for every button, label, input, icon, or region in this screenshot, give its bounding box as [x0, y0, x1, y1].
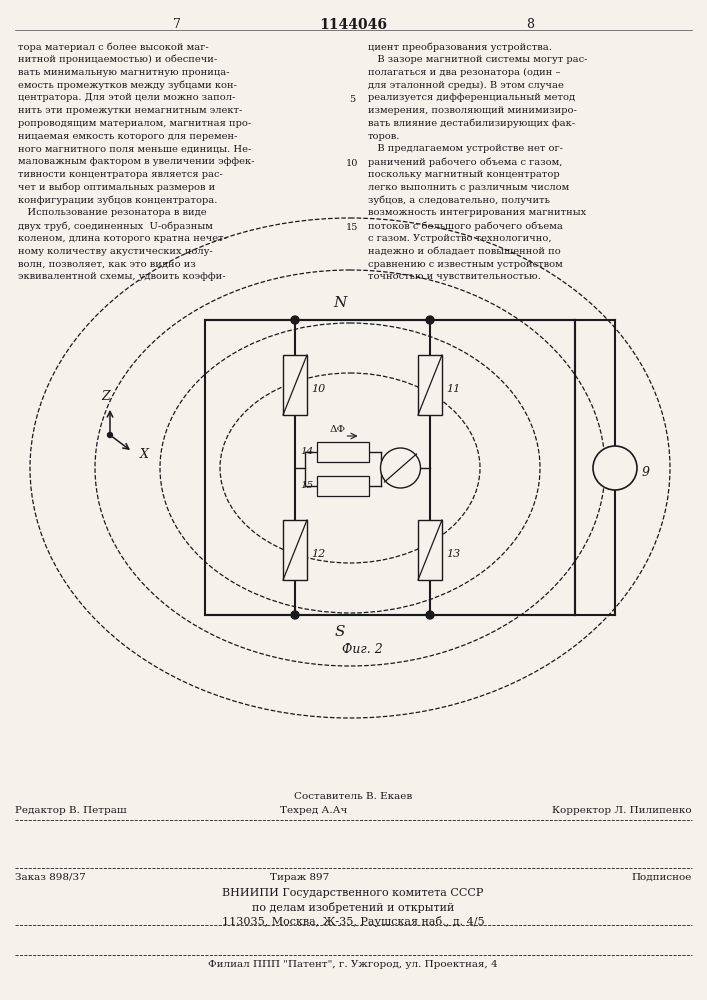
Text: 9: 9	[642, 466, 650, 479]
Text: ВНИИПИ Государственного комитета СССР: ВНИИПИ Государственного комитета СССР	[222, 888, 484, 898]
Bar	[418, 520, 442, 580]
Text: сравнению с известным устройством: сравнению с известным устройством	[368, 260, 563, 269]
Text: 113035, Москва, Ж-35, Раушская наб., д. 4/5: 113035, Москва, Ж-35, Раушская наб., д. …	[222, 916, 484, 927]
Text: вать минимальную магнитную проница-: вать минимальную магнитную проница-	[18, 68, 230, 77]
Text: раничений рабочего объема с газом,: раничений рабочего объема с газом,	[368, 157, 562, 167]
Text: Техред А.Ач: Техред А.Ач	[280, 806, 347, 815]
Circle shape	[291, 611, 299, 619]
Text: N: N	[333, 296, 346, 310]
Circle shape	[593, 446, 637, 490]
Text: нить эти промежутки немагнитным элект-: нить эти промежутки немагнитным элект-	[18, 106, 243, 115]
Circle shape	[291, 316, 299, 324]
Text: зубцов, а следовательно, получить: зубцов, а следовательно, получить	[368, 196, 550, 205]
Text: эквивалентной схемы, удвоить коэффи-: эквивалентной схемы, удвоить коэффи-	[18, 272, 226, 281]
Text: Z: Z	[102, 390, 110, 403]
Circle shape	[426, 611, 434, 619]
Text: Корректор Л. Пилипенко: Корректор Л. Пилипенко	[552, 806, 692, 815]
Bar	[418, 355, 442, 415]
Text: 8: 8	[526, 18, 534, 31]
Text: полагаться и два резонатора (один –: полагаться и два резонатора (один –	[368, 68, 561, 77]
Bar	[317, 476, 368, 496]
Text: 7: 7	[173, 18, 181, 31]
Text: циент преобразования устройства.: циент преобразования устройства.	[368, 42, 552, 51]
Text: с газом. Устройство технологично,: с газом. Устройство технологично,	[368, 234, 551, 243]
Text: измерения, позволяющий минимизиро-: измерения, позволяющий минимизиро-	[368, 106, 577, 115]
Text: вать влияние дестабилизирующих фак-: вать влияние дестабилизирующих фак-	[368, 119, 575, 128]
Text: Филиал ППП "Патент", г. Ужгород, ул. Проектная, 4: Филиал ППП "Патент", г. Ужгород, ул. Про…	[208, 960, 498, 969]
Bar	[317, 442, 368, 462]
Text: 1144046: 1144046	[319, 18, 387, 32]
Text: 10: 10	[346, 159, 358, 168]
Text: чет и выбор оптимальных размеров и: чет и выбор оптимальных размеров и	[18, 183, 215, 192]
Text: Подписное: Подписное	[631, 873, 692, 882]
Text: легко выполнить с различным числом: легко выполнить с различным числом	[368, 183, 569, 192]
Text: 11: 11	[446, 384, 460, 394]
Text: маловажным фактором в увеличении эффек-: маловажным фактором в увеличении эффек-	[18, 157, 255, 166]
Text: Редактор В. Петраш: Редактор В. Петраш	[15, 806, 127, 815]
Text: 5: 5	[349, 95, 355, 104]
Text: 13: 13	[446, 549, 460, 559]
Text: 15: 15	[300, 482, 313, 490]
Bar	[283, 355, 307, 415]
Text: нитной проницаемостью) и обеспечи-: нитной проницаемостью) и обеспечи-	[18, 55, 217, 64]
Text: ному количеству акустических полу-: ному количеству акустических полу-	[18, 247, 213, 256]
Text: Составитель В. Екаев: Составитель В. Екаев	[294, 792, 412, 801]
Text: конфигурации зубцов концентратора.: конфигурации зубцов концентратора.	[18, 196, 217, 205]
Text: В предлагаемом устройстве нет ог-: В предлагаемом устройстве нет ог-	[368, 144, 563, 153]
Text: Фиг. 2: Фиг. 2	[341, 643, 382, 656]
Text: ропроводящим материалом, магнитная про-: ропроводящим материалом, магнитная про-	[18, 119, 251, 128]
Text: 14: 14	[300, 448, 313, 456]
Circle shape	[426, 316, 434, 324]
Text: X: X	[140, 448, 149, 461]
Text: ного магнитного поля меньше единицы. Не-: ного магнитного поля меньше единицы. Не-	[18, 144, 252, 153]
Circle shape	[107, 432, 112, 438]
Text: возможность интегрирования магнитных: возможность интегрирования магнитных	[368, 208, 586, 217]
Text: Использование резонатора в виде: Использование резонатора в виде	[18, 208, 206, 217]
Text: точностью и чувствительностью.: точностью и чувствительностью.	[368, 272, 541, 281]
Text: Тираж 897: Тираж 897	[270, 873, 329, 882]
Text: коленом, длина которого кратна нечет-: коленом, длина которого кратна нечет-	[18, 234, 227, 243]
Text: емость промежутков между зубцами кон-: емость промежутков между зубцами кон-	[18, 80, 237, 90]
Text: двух труб, соединенных  U-образным: двух труб, соединенных U-образным	[18, 221, 213, 231]
Text: тора материал с более высокой маг-: тора материал с более высокой маг-	[18, 42, 209, 51]
Text: по делам изобретений и открытий: по делам изобретений и открытий	[252, 902, 454, 913]
Text: поскольку магнитный концентратор: поскольку магнитный концентратор	[368, 170, 560, 179]
Text: потоков с большого рабочего объема: потоков с большого рабочего объема	[368, 221, 563, 231]
Text: реализуется дифференциальный метод: реализуется дифференциальный метод	[368, 93, 575, 102]
Bar	[283, 520, 307, 580]
Text: 12: 12	[311, 549, 325, 559]
Text: центратора. Для этой цели можно запол-: центратора. Для этой цели можно запол-	[18, 93, 235, 102]
Text: торов.: торов.	[368, 132, 400, 141]
Text: волн, позволяет, как это видно из: волн, позволяет, как это видно из	[18, 260, 196, 269]
Bar	[205, 320, 575, 615]
Text: 15: 15	[346, 223, 358, 232]
Text: тивности концентратора является рас-: тивности концентратора является рас-	[18, 170, 223, 179]
Circle shape	[380, 448, 421, 488]
Text: ΔФ: ΔФ	[329, 425, 346, 434]
Text: для эталонной среды). В этом случае: для эталонной среды). В этом случае	[368, 80, 564, 90]
Text: 10: 10	[311, 384, 325, 394]
Text: Заказ 898/37: Заказ 898/37	[15, 873, 86, 882]
Text: В зазоре магнитной системы могут рас-: В зазоре магнитной системы могут рас-	[368, 55, 588, 64]
Text: ницаемая емкость которого для перемен-: ницаемая емкость которого для перемен-	[18, 132, 238, 141]
Text: надежно и обладает повышенной по: надежно и обладает повышенной по	[368, 247, 561, 256]
Text: S: S	[334, 625, 345, 639]
